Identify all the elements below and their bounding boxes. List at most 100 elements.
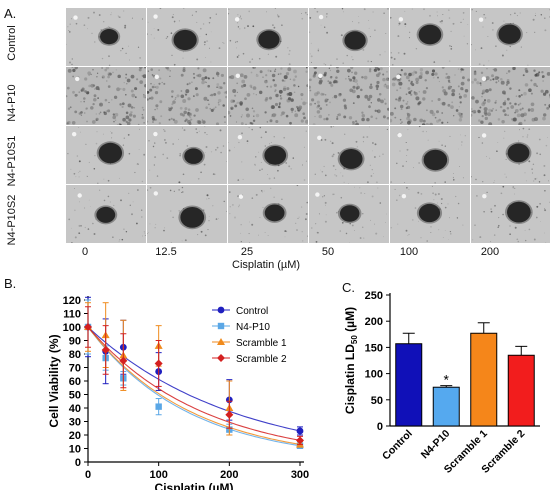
speck	[75, 22, 78, 25]
speck	[441, 112, 444, 114]
speck	[437, 76, 439, 79]
speck	[374, 29, 376, 32]
speck	[355, 120, 358, 123]
speck	[262, 191, 264, 193]
speck	[115, 69, 117, 71]
speck	[197, 177, 200, 180]
speck	[80, 114, 83, 116]
speck	[526, 32, 528, 34]
speck	[118, 177, 120, 179]
speck	[190, 118, 193, 121]
speck	[267, 69, 270, 72]
speck	[503, 137, 505, 139]
speck	[215, 218, 218, 220]
speck	[138, 67, 143, 69]
micrograph-image	[228, 185, 308, 243]
speck	[459, 101, 462, 104]
speck	[420, 193, 423, 195]
speck	[398, 81, 403, 86]
speck	[252, 93, 255, 95]
speck	[356, 83, 359, 85]
speck	[492, 78, 495, 81]
speck	[235, 102, 237, 104]
speck	[287, 97, 292, 101]
speck	[456, 217, 459, 219]
speck	[524, 229, 526, 231]
speck	[148, 140, 150, 142]
speck	[458, 106, 461, 108]
speck	[289, 121, 292, 125]
speck	[400, 108, 403, 111]
speck	[376, 80, 380, 85]
speck	[183, 129, 186, 132]
speck	[459, 166, 461, 167]
speck	[485, 89, 489, 93]
speck	[157, 28, 160, 31]
speck	[343, 104, 347, 107]
speck	[255, 94, 257, 96]
speck	[292, 157, 295, 159]
speck	[119, 103, 122, 106]
speck	[199, 36, 201, 37]
speck	[325, 214, 327, 216]
speck	[306, 201, 308, 204]
speck	[342, 175, 344, 177]
speck	[530, 211, 532, 213]
y-tick-label: 20	[69, 430, 81, 442]
speck	[335, 76, 338, 79]
speck	[495, 45, 497, 47]
speck	[193, 76, 196, 79]
speck	[398, 22, 401, 25]
speck	[438, 80, 441, 83]
speck	[451, 89, 456, 93]
speck	[342, 98, 347, 102]
speck	[67, 120, 71, 125]
speck	[159, 77, 162, 80]
speck	[283, 136, 286, 139]
speck	[325, 64, 327, 66]
speck	[108, 64, 111, 66]
speck	[492, 107, 494, 110]
speck	[377, 68, 380, 71]
speck	[338, 92, 342, 97]
speck	[152, 121, 154, 123]
speck	[241, 114, 243, 116]
speck	[383, 12, 385, 14]
speck	[123, 228, 125, 231]
speck	[307, 235, 308, 237]
speck	[309, 17, 312, 19]
speck	[457, 202, 460, 205]
speck	[222, 81, 226, 85]
speck	[69, 31, 71, 33]
speck	[245, 107, 249, 112]
speck	[323, 118, 326, 121]
speck	[241, 79, 246, 84]
speck	[352, 58, 354, 61]
speck	[408, 37, 410, 39]
speck	[242, 52, 245, 55]
speck	[406, 105, 411, 110]
speck	[250, 71, 253, 74]
micrograph-tile	[147, 126, 227, 184]
speck	[318, 213, 320, 215]
y-tick-label: 0	[377, 421, 383, 433]
speck	[78, 232, 81, 235]
micrograph-image	[309, 67, 389, 125]
speck	[264, 145, 266, 147]
speck	[424, 79, 427, 82]
speck	[543, 113, 547, 117]
speck	[504, 100, 507, 103]
speck	[94, 154, 96, 157]
speck	[480, 47, 483, 49]
speck	[186, 145, 189, 147]
speck	[533, 180, 535, 182]
speck	[143, 93, 145, 96]
speck	[352, 21, 353, 23]
speck	[457, 68, 460, 70]
speck	[108, 55, 110, 58]
micrograph-tile	[228, 185, 308, 243]
speck	[481, 89, 486, 94]
speck	[107, 109, 111, 113]
speck	[437, 193, 440, 195]
speck	[134, 171, 136, 174]
